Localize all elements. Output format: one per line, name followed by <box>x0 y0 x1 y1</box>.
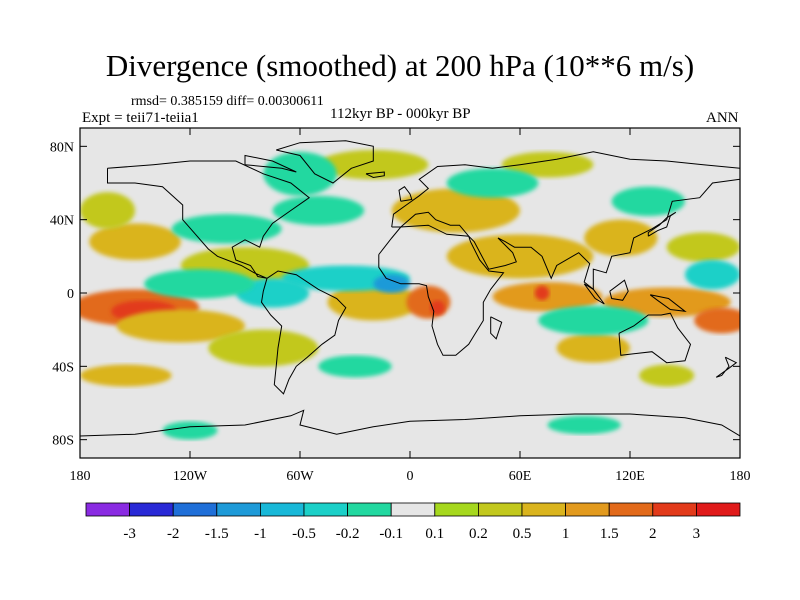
colorbar-label: 1.5 <box>600 526 619 542</box>
borneo-coast <box>609 279 629 301</box>
anomaly-patch <box>235 278 310 308</box>
lat-tick-label: 40S <box>52 360 74 375</box>
anomaly-patch <box>318 355 392 378</box>
lon-tick-label: 180 <box>730 469 751 484</box>
lon-tick-label: 0 <box>407 469 414 484</box>
anomaly-patch <box>373 274 410 294</box>
colorbar-swatch <box>565 502 610 517</box>
colorbar-swatch <box>303 502 348 517</box>
anomaly-patch <box>584 219 658 257</box>
colorbar-swatch <box>696 502 741 517</box>
colorbar-swatch <box>434 502 479 517</box>
colorbar-label: 1 <box>562 526 570 542</box>
anomaly-patch <box>272 195 365 226</box>
anomaly-patch <box>327 283 420 321</box>
season-label: ANN <box>706 110 739 126</box>
colorbar-label: -3 <box>123 526 136 542</box>
anomaly-patch <box>534 285 550 301</box>
anomaly-patch <box>446 168 539 198</box>
anomaly-patch <box>116 309 246 343</box>
colorbar-label: -0.1 <box>379 526 403 542</box>
anomaly-patch <box>602 287 731 317</box>
colorbar-label: 0.5 <box>513 526 532 542</box>
anomaly-patch <box>162 421 218 440</box>
lon-tick-label: 60W <box>286 469 314 484</box>
lon-tick-label: 60E <box>509 469 532 484</box>
anomaly-patch <box>666 232 740 262</box>
lat-tick-label: 80S <box>52 434 74 449</box>
colorbar-label: -1.5 <box>205 526 229 542</box>
anomaly-patch <box>80 192 135 229</box>
anomaly-patch <box>639 364 695 387</box>
colorbar-label: 0.1 <box>425 526 444 542</box>
anomaly-patch <box>547 415 621 435</box>
colorbar-swatch <box>85 502 130 517</box>
lon-tick-label: 120E <box>615 469 645 484</box>
anomaly-patch <box>171 214 282 244</box>
colorbar-swatch <box>129 502 174 517</box>
colorbar-swatch <box>259 502 305 517</box>
colorbar-label: -0.5 <box>292 526 316 542</box>
colorbar-label: 0.2 <box>469 526 488 542</box>
colorbar-swatch <box>216 502 261 517</box>
coastlines <box>80 140 740 437</box>
colorbar-label: -1 <box>254 526 267 542</box>
anomaly-patch <box>80 364 172 387</box>
eurasia-coast <box>391 151 740 291</box>
greenland-coast <box>276 140 374 184</box>
colorbar-swatch <box>172 502 218 517</box>
anomaly-patch <box>263 151 337 196</box>
antarctica-coast <box>80 409 740 437</box>
colorbar-label: -2 <box>167 526 180 542</box>
new-zealand-coast <box>715 356 738 378</box>
colorbar-label: 2 <box>649 526 657 542</box>
anomaly-patch <box>89 223 181 260</box>
colorbar: -3 -2 -1.5 -1 -0.5 -0.2 -0.1 0.1 0.2 0.5 1 1.5 2 3 <box>85 502 741 542</box>
anomaly-patch <box>144 269 255 299</box>
colorbar-swatch <box>521 502 566 517</box>
uk-coast <box>398 186 413 202</box>
lat-tick-label: 0 <box>67 287 74 302</box>
australia-coast <box>618 312 692 364</box>
colorbar-swatch <box>390 502 436 517</box>
africa-coast <box>378 224 505 356</box>
anomaly-patch <box>538 305 649 336</box>
madagascar-coast <box>490 316 503 340</box>
colorbar-swatch <box>608 502 654 517</box>
anomaly-patch <box>501 151 594 178</box>
longitude-axis: 180 120W 60W 0 60E 120E 180 <box>70 128 751 484</box>
lat-tick-label: 40N <box>50 214 74 229</box>
anomaly-patch <box>611 186 685 216</box>
anomaly-patch <box>694 307 740 334</box>
stats-label: rmsd= 0.385159 diff= 0.00300611 <box>131 94 324 109</box>
anomaly-patch <box>391 188 520 233</box>
experiment-label: Expt = teii71-teiia1 <box>82 110 199 126</box>
anomaly-patch <box>446 234 594 279</box>
anomaly-patch <box>318 150 429 180</box>
period-label: 112kyr BP - 000kyr BP <box>330 106 471 122</box>
colorbar-swatch <box>347 502 392 517</box>
baffin-coast <box>244 154 297 173</box>
anomaly-patch <box>406 285 451 319</box>
anomaly-patch <box>685 260 740 290</box>
south-america-coast <box>260 270 347 395</box>
colorbar-swatch <box>652 502 697 517</box>
lat-tick-label: 80N <box>50 140 74 155</box>
colorbar-label: -0.2 <box>336 526 360 542</box>
latitude-axis: 80N 40N 0 40S 80S <box>50 140 740 449</box>
new-guinea-coast <box>649 294 687 313</box>
anomaly-patch <box>208 329 319 367</box>
colorbar-swatch <box>477 502 523 517</box>
north-america-coast <box>107 160 311 279</box>
japan-coast <box>647 211 677 237</box>
map-title: Divergence (smoothed) at 200 hPa (10**6 … <box>105 48 695 83</box>
colorbar-label: 3 <box>693 526 701 542</box>
anomaly-patch <box>556 333 630 363</box>
anomaly-layer <box>80 150 740 440</box>
lon-tick-label: 180 <box>70 469 91 484</box>
lon-tick-label: 120W <box>173 469 208 484</box>
sumatra-coast <box>583 283 605 305</box>
iceland-coast <box>365 171 385 179</box>
